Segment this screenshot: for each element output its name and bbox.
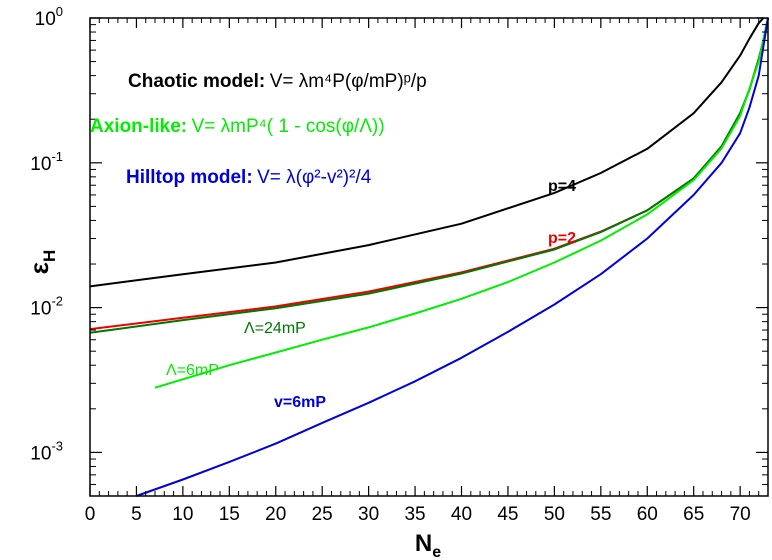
- x-axis-title-main: N: [415, 530, 432, 557]
- legend-hilltop: Hilltop model: V= λ(φ²-v²)²/4: [126, 167, 372, 188]
- legend-axion: Axion-like: V= λmP⁴( 1 - cos(φ/Λ)): [90, 116, 385, 137]
- ticks-group: 0 5 10 15 20 25 30 35 40 45 50 55 60 65 7010010-110-21…: [30, 4, 769, 525]
- y-tick-exponent: -2: [51, 294, 63, 309]
- x-tick-label: 35: [404, 504, 425, 525]
- x-tick-label: 45: [497, 504, 518, 525]
- x-tick-label: 60: [637, 504, 658, 525]
- y-tick-label: 10-2: [30, 294, 63, 320]
- legend-chaotic: Chaotic model: V= λm⁴P(φ/mP)ᵖ/p: [128, 71, 427, 92]
- x-tick-label: 20: [265, 504, 286, 525]
- label-p2: p=2: [548, 230, 576, 247]
- y-tick-exponent: -1: [51, 149, 63, 164]
- y-tick-label: 10-3: [30, 438, 63, 464]
- x-tick-label: 50: [544, 504, 565, 525]
- label-v6: v=6mP: [274, 394, 326, 411]
- plot-frame: [89, 17, 769, 497]
- y-tick-base: 10: [35, 9, 56, 30]
- legend-axion-formula: V= λmP⁴( 1 - cos(φ/Λ)): [192, 116, 385, 137]
- y-tick-exponent: -3: [51, 438, 63, 453]
- legend-chaotic-formula: V= λm⁴P(φ/mP)ᵖ/p: [270, 71, 427, 92]
- y-tick-exponent: 0: [56, 4, 63, 19]
- label-lambda6: Λ=6mP: [166, 362, 219, 379]
- x-tick-label: 40: [451, 504, 472, 525]
- x-tick-label: 0: [85, 504, 96, 525]
- x-tick-label: 65: [683, 504, 704, 525]
- y-tick-label: 100: [35, 4, 63, 30]
- x-axis-title-sub: e: [432, 544, 441, 560]
- y-tick-base: 10: [30, 299, 51, 320]
- y-tick-base: 10: [30, 154, 51, 175]
- x-tick-label: 55: [590, 504, 611, 525]
- y-axis-title-sub: H: [40, 250, 59, 262]
- y-tick-label: 10-1: [30, 149, 63, 175]
- y-tick-base: 10: [30, 443, 51, 464]
- legend-axion-name: Axion-like:: [90, 116, 187, 137]
- x-tick-label: 25: [312, 504, 333, 525]
- label-lambda24: Λ=24mP: [244, 320, 306, 337]
- series-line-3: [154, 17, 769, 389]
- legend-hilltop-name: Hilltop model:: [126, 167, 253, 188]
- x-tick-label: 30: [358, 504, 379, 525]
- x-axis-title: Ne: [415, 530, 441, 560]
- y-axis-title-main: ε: [24, 262, 54, 274]
- x-tick-label: 5: [131, 504, 142, 525]
- x-tick-label: 10: [172, 504, 193, 525]
- legend-chaotic-name: Chaotic model:: [128, 71, 265, 92]
- series-line-4: [136, 17, 769, 497]
- curves-group: [89, 17, 769, 497]
- x-tick-label: 70: [730, 504, 751, 525]
- legend-hilltop-formula: V= λ(φ²-v²)²/4: [257, 167, 372, 188]
- label-p4: p=4: [548, 178, 576, 195]
- x-tick-label: 15: [219, 504, 240, 525]
- y-axis-title: εH: [24, 250, 59, 275]
- series-line-0: [89, 17, 765, 288]
